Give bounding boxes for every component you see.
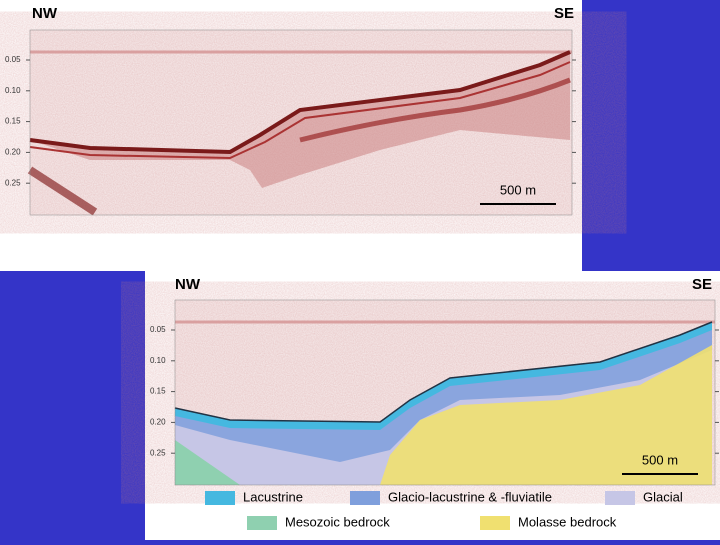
legend-label: Mesozoic bedrock [285, 514, 390, 529]
legend-swatch [350, 491, 380, 505]
seismic-frame [174, 299, 716, 486]
legend-swatch [605, 491, 635, 505]
molasse-bedrock [380, 345, 712, 485]
direction-label: SE [692, 276, 712, 293]
tick-label: 0.15 [5, 117, 21, 126]
scale-label: 500 m [500, 182, 536, 197]
tick-label: 0.25 [5, 178, 21, 187]
tick-label: 0.25 [150, 448, 166, 457]
legend-swatch [205, 491, 235, 505]
tick-labels: 0.05 0.10 0.15 0.20 0.25 [5, 55, 576, 187]
seafloor-reflector [174, 321, 713, 423]
bedrock-reflector [27, 166, 98, 216]
legend-swatch [480, 516, 510, 530]
tick-label: 0.15 [150, 387, 166, 396]
top-panel: NW SE 0.05 0.10 0.15 0.20 0.25 500 m [0, 0, 582, 271]
direction-label: NW [32, 5, 58, 22]
legend-swatch [247, 516, 277, 530]
tick-label: 0.05 [5, 55, 21, 64]
tick-label: 0.20 [5, 148, 21, 157]
direction-label: SE [554, 5, 574, 22]
legend-label: Glacio-lacustrine & -fluviatile [388, 489, 552, 504]
mesozoic-bedrock [175, 440, 240, 485]
tick-label: 0.05 [150, 325, 166, 334]
scale-label: 500 m [642, 452, 678, 467]
seismic-frame [29, 29, 573, 216]
tick-labels: 0.05 0.10 0.15 0.20 0.25 [150, 325, 719, 457]
direction-label: NW [175, 276, 201, 293]
legend: Lacustrine Glacio-lacustrine & -fluviatil… [205, 489, 683, 530]
bottom-panel: NW SE 0.05 0.10 0.15 0.20 0.25 500 m Lacustr… [145, 271, 720, 540]
tick-label: 0.10 [150, 356, 166, 365]
legend-label: Glacial [643, 489, 683, 504]
legend-label: Molasse bedrock [518, 514, 617, 529]
tick-label: 0.20 [150, 418, 166, 427]
reflector [299, 77, 571, 143]
seafloor-reflector [29, 50, 571, 155]
legend-label: Lacustrine [243, 489, 303, 504]
tick-label: 0.10 [5, 86, 21, 95]
reflector [29, 61, 571, 160]
